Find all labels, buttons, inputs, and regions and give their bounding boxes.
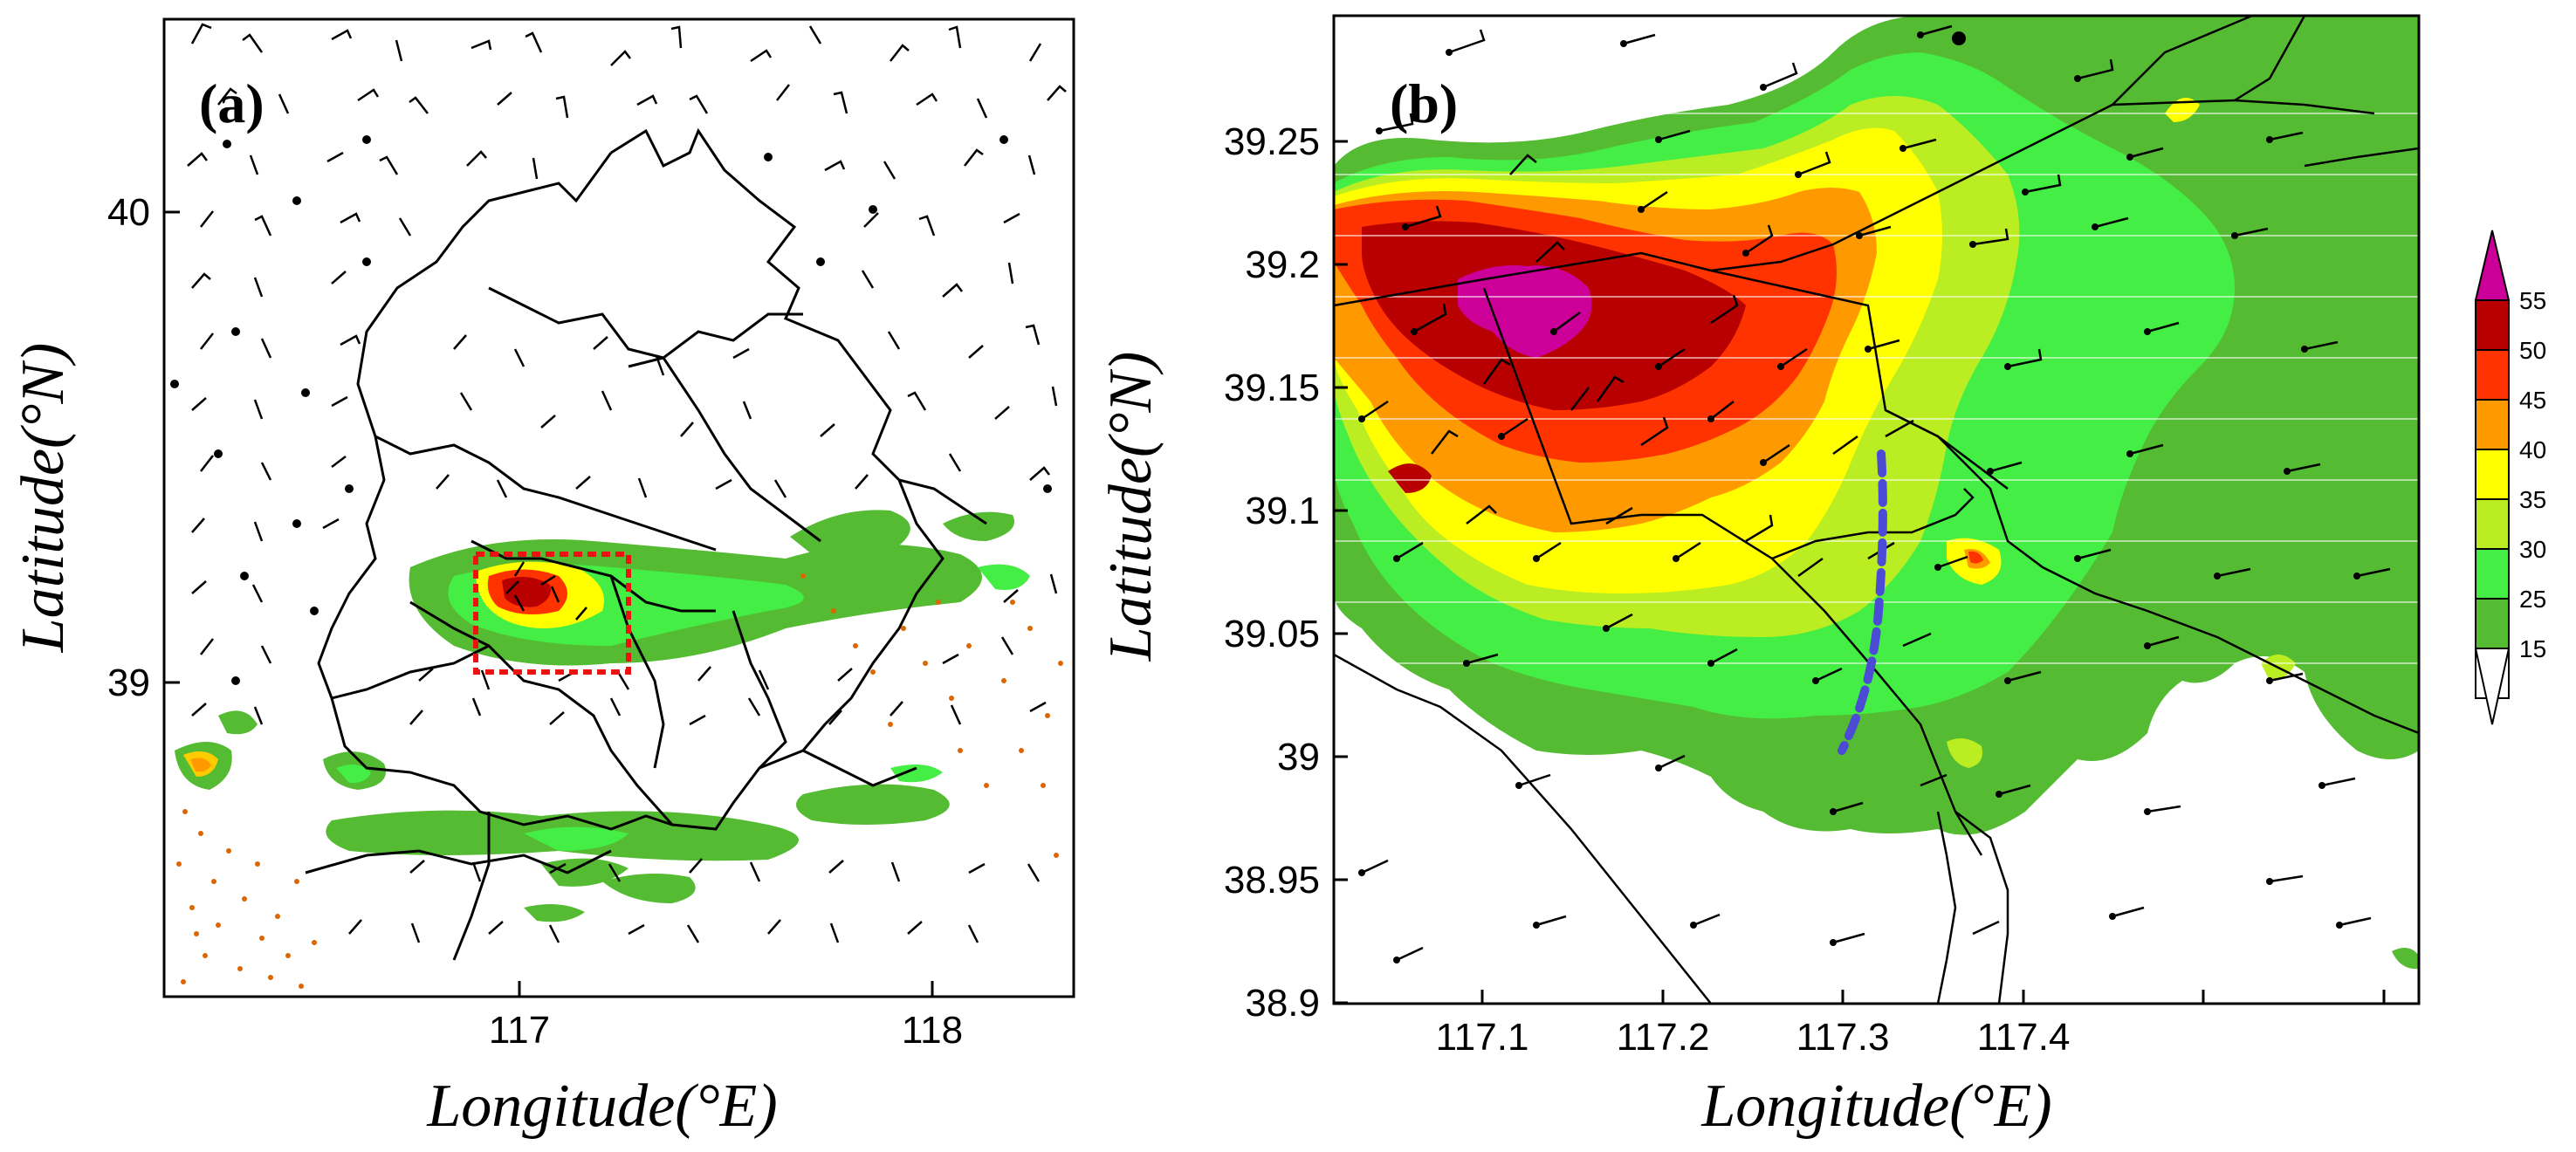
panel-a-boundaries [305, 127, 987, 961]
panel-b-ytick-38-9: 38.9 [1245, 982, 1320, 1025]
colorbar-tick-45: 45 [2519, 387, 2546, 414]
colorbar-tick-55: 55 [2519, 287, 2546, 314]
panel-b-label: (b) [1390, 72, 1458, 134]
panel-b-ytick-38-95: 38.95 [1224, 859, 1320, 902]
panel-b-wind-barbs [1361, 24, 2391, 962]
panel-a-xlabel: Longitude(°E) [426, 1073, 777, 1140]
panel-a-xtick-117: 117 [489, 1009, 550, 1052]
panel-b-convergence-line [1838, 449, 1887, 755]
panel-a-study-region-box [473, 552, 631, 675]
panel-b-boundaries [1334, 16, 2419, 1004]
colorbar-tick-35: 35 [2519, 486, 2546, 513]
panel-a-frame [162, 17, 1075, 998]
panel-a-xtick-118: 118 [902, 1009, 963, 1052]
colorbar-tick-40: 40 [2519, 436, 2546, 463]
colorbar-tick-25: 25 [2519, 586, 2546, 613]
panel-b-ytick-39-05: 39.05 [1224, 613, 1320, 655]
panel-a: 117 118 40 39 Longitude(°E) Latitude(°N)… [10, 17, 1075, 1140]
panel-b-xtick-117-2: 117.2 [1617, 1016, 1710, 1059]
colorbar-tick-50: 50 [2519, 337, 2546, 364]
panel-a-ylabel: Latitude(°N) [10, 343, 77, 654]
colorbar-segment-40-45 [2476, 400, 2509, 449]
panel-b-ytick-39-2: 39.2 [1245, 243, 1320, 286]
panel-a-ytick-40: 40 [107, 191, 150, 234]
colorbar-segment-30-35 [2476, 499, 2509, 549]
panel-a-radar-field [170, 23, 1067, 989]
panel-b-ytick-39-1: 39.1 [1245, 490, 1320, 532]
colorbar-bottom-arrow [2474, 648, 2511, 725]
colorbar: 55 50 45 40 35 30 25 15 [2474, 230, 2546, 725]
colorbar-segment-50-55 [2476, 300, 2509, 350]
panel-b-xtick-117-4: 117.4 [1977, 1016, 2071, 1059]
panel-b: 117.1 117.2 117.3 117.4 39.25 39.2 39.15… [1097, 14, 2421, 1140]
colorbar-tick-15: 15 [2519, 635, 2546, 662]
panel-b-ytick-39: 39 [1277, 736, 1320, 778]
colorbar-segment-35-40 [2476, 449, 2509, 499]
panel-a-label: (a) [199, 72, 264, 134]
panel-b-xtick-117-3: 117.3 [1796, 1016, 1890, 1059]
panel-b-ytick-39-15: 39.15 [1224, 367, 1320, 409]
colorbar-segment-25-30 [2476, 549, 2509, 599]
panel-b-ylabel: Latitude(°N) [1097, 352, 1164, 662]
panel-a-wind-barbs [187, 23, 1067, 943]
colorbar-tick-30: 30 [2519, 536, 2546, 563]
panel-b-ytick-39-25: 39.25 [1224, 120, 1320, 163]
colorbar-segment-15-25 [2476, 599, 2509, 648]
colorbar-segment-45-50 [2476, 350, 2509, 400]
panel-b-xlabel: Longitude(°E) [1700, 1073, 2051, 1140]
panel-b-reflectivity-field [1334, 16, 2419, 1004]
panel-b-xtick-117-1: 117.1 [1436, 1016, 1529, 1059]
panel-a-ytick-39: 39 [107, 662, 150, 704]
colorbar-top-arrow [2474, 230, 2511, 301]
